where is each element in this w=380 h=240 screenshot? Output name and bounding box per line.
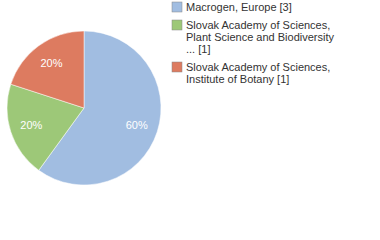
- legend-swatch: [172, 62, 182, 72]
- chart: 60% 20% 20% Macrogen, Europe [3] Slovak Acad…: [0, 0, 380, 240]
- legend-label-line: ... [1]: [186, 43, 210, 55]
- legend-label: Slovak Academy of Sciences,Plant Science…: [186, 19, 334, 55]
- legend-label-line: Slovak Academy of Sciences,: [186, 61, 330, 73]
- legend-label-line: Macrogen, Europe [3]: [186, 1, 292, 13]
- pie-slice: [11, 31, 84, 108]
- pie: [7, 31, 161, 185]
- data-label: 60%: [126, 119, 148, 131]
- legend-label-line: Slovak Academy of Sciences,: [186, 19, 330, 31]
- data-label: 20%: [20, 119, 42, 131]
- legend-label: Macrogen, Europe [3]: [186, 1, 292, 13]
- legend: Macrogen, Europe [3] Slovak Academy of Sc…: [172, 1, 334, 85]
- legend-label-line: Institute of Botany [1]: [186, 73, 289, 85]
- legend-swatch: [172, 20, 182, 30]
- data-labels: 60% 20% 20%: [20, 57, 148, 131]
- data-label: 20%: [40, 57, 62, 69]
- legend-label: Slovak Academy of Sciences,Institute of …: [186, 61, 330, 85]
- legend-swatch: [172, 2, 182, 12]
- legend-label-line: Plant Science and Biodiversity: [186, 31, 334, 43]
